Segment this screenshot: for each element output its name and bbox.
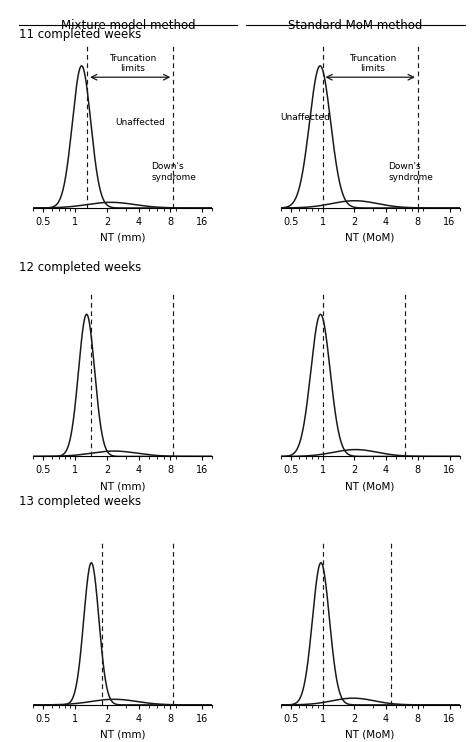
Text: Down's
syndrome: Down's syndrome	[388, 162, 433, 182]
X-axis label: NT (MoM): NT (MoM)	[346, 729, 395, 740]
Text: Standard MoM method: Standard MoM method	[288, 19, 423, 32]
Text: Down's
syndrome: Down's syndrome	[152, 162, 196, 182]
Text: 13 completed weeks: 13 completed weeks	[19, 495, 141, 508]
X-axis label: NT (mm): NT (mm)	[100, 481, 146, 491]
Text: Unaffected: Unaffected	[116, 118, 165, 127]
X-axis label: NT (MoM): NT (MoM)	[346, 481, 395, 491]
Text: Truncation
limits: Truncation limits	[349, 53, 396, 73]
Text: 11 completed weeks: 11 completed weeks	[19, 28, 141, 42]
Text: Mixture model method: Mixture model method	[61, 19, 195, 32]
Text: 12 completed weeks: 12 completed weeks	[19, 261, 141, 275]
Text: Truncation
limits: Truncation limits	[109, 53, 156, 73]
X-axis label: NT (mm): NT (mm)	[100, 729, 146, 740]
Text: Unaffected: Unaffected	[281, 114, 330, 122]
X-axis label: NT (mm): NT (mm)	[100, 232, 146, 243]
X-axis label: NT (MoM): NT (MoM)	[346, 232, 395, 243]
